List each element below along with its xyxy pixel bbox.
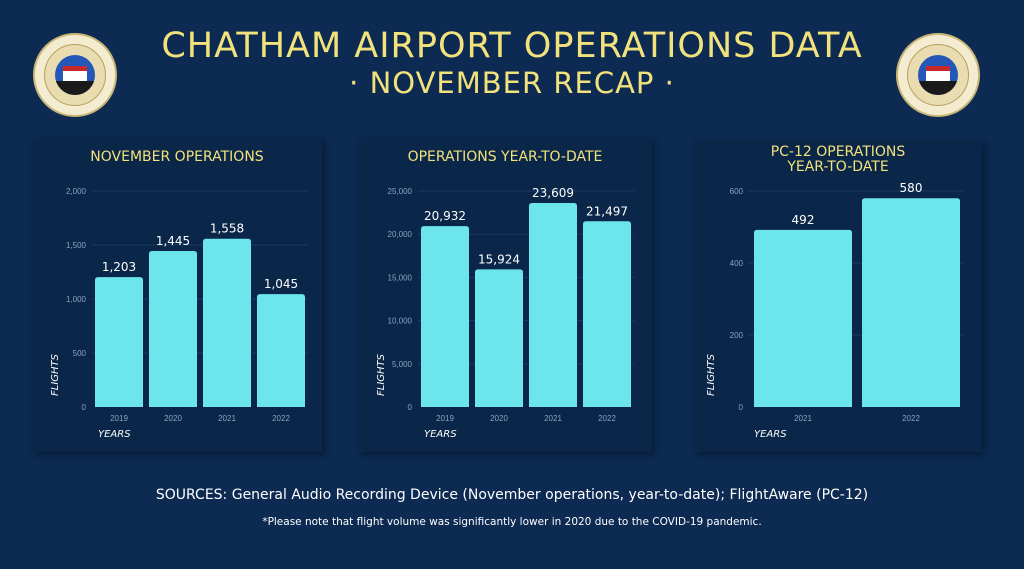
bar-2020 (149, 250, 197, 407)
data-label: 23,609 (532, 186, 574, 200)
x-tick-label: 2021 (794, 414, 812, 423)
data-label: 1,445 (156, 234, 190, 248)
y-tick-label: 500 (73, 349, 87, 358)
y-tick-label: 400 (730, 259, 744, 268)
sources-text: SOURCES: General Audio Recording Device … (155, 487, 869, 503)
y-tick-label: 1,000 (66, 295, 87, 304)
data-label: 580 (900, 181, 923, 195)
x-tick-label: 2019 (110, 414, 128, 423)
data-label: 1,045 (264, 277, 298, 291)
chart-title: OPERATIONS YEAR-TO-DATE (407, 149, 603, 165)
y-tick-label: 0 (408, 403, 413, 412)
x-axis-label: YEARS (98, 429, 131, 440)
data-label: 15,924 (478, 252, 520, 266)
town-seal-right (896, 33, 980, 117)
y-axis-label: FLIGHTS (376, 353, 387, 396)
y-tick-label: 2,000 (66, 187, 87, 196)
y-tick-label: 20,000 (388, 230, 413, 239)
y-tick-label: 25,000 (388, 187, 413, 196)
x-tick-label: 2021 (218, 414, 236, 423)
town-seal-left (33, 33, 117, 117)
bar-2020 (475, 269, 523, 407)
page-subtitle: · NOVEMBER RECAP · (349, 66, 675, 100)
y-tick-label: 15,000 (388, 273, 413, 282)
page-title: CHATHAM AIRPORT OPERATIONS DATA (161, 26, 863, 66)
bar-2021 (754, 229, 852, 407)
y-tick-label: 600 (730, 187, 744, 196)
data-label: 1,558 (210, 222, 244, 236)
data-label: 1,203 (102, 260, 136, 274)
x-tick-label: 2020 (164, 414, 182, 423)
data-label: 21,497 (586, 204, 628, 218)
bar-chart: 0 200 400 600 492 2021 580 2022 FLIGHTS YEARS (706, 181, 965, 440)
y-tick-label: 0 (82, 403, 87, 412)
y-axis-label: FLIGHTS (706, 353, 717, 396)
chart-panel-pc12: PC-12 OPERATIONS YEAR-TO-DATE 0 200 400 600… (694, 140, 982, 452)
bar-chart: 0 500 1,000 1,500 2,000 1,203 2019 1,445 2020 1,5… (50, 187, 308, 440)
bar-chart: 0 5,000 10,000 15,000 20,000 25,000 20,932 2019… (376, 186, 634, 440)
x-tick-label: 2019 (436, 414, 454, 423)
data-label: 492 (792, 213, 815, 227)
y-tick-label: 200 (730, 331, 744, 340)
x-axis-label: YEARS (424, 429, 457, 440)
y-axis-label: FLIGHTS (50, 353, 61, 396)
chart-panel-ytd: OPERATIONS YEAR-TO-DATE 0 5,000 10,000 15,0… (358, 138, 652, 452)
x-tick-label: 2022 (902, 414, 920, 423)
bar-2022 (862, 198, 960, 407)
chart-panel-november: NOVEMBER OPERATIONS 0 500 1,000 1,500 2,000 1… (32, 138, 322, 452)
x-tick-label: 2021 (544, 414, 562, 423)
chart-title: NOVEMBER OPERATIONS (90, 149, 264, 165)
covid-note: *Please note that flight volume was sign… (262, 516, 762, 528)
y-tick-label: 1,500 (66, 241, 87, 250)
bar-2019 (421, 226, 469, 407)
y-tick-label: 0 (739, 403, 744, 412)
bar-2022 (583, 221, 631, 407)
bar-2019 (95, 277, 143, 407)
chart-title: PC-12 OPERATIONS YEAR-TO-DATE (770, 144, 906, 175)
bar-2021 (529, 203, 577, 407)
y-tick-label: 10,000 (388, 317, 413, 326)
x-tick-label: 2022 (272, 414, 290, 423)
y-tick-label: 5,000 (392, 360, 413, 369)
x-axis-label: YEARS (754, 429, 787, 440)
x-tick-label: 2020 (490, 414, 508, 423)
bar-2021 (203, 238, 251, 407)
data-label: 20,932 (424, 209, 466, 223)
x-tick-label: 2022 (598, 414, 616, 423)
bar-2022 (257, 294, 305, 407)
